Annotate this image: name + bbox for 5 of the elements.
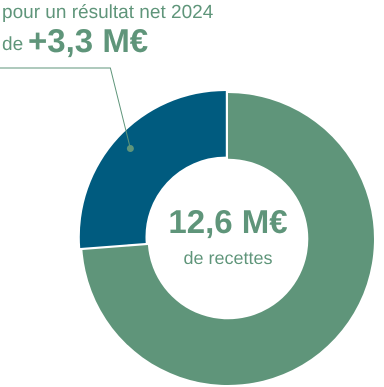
text: de recettes bbox=[182, 248, 274, 269]
text: pour un résultat net 2024 bbox=[2, 2, 214, 24]
text: 12,6 M€ bbox=[167, 203, 289, 241]
text: de bbox=[2, 34, 24, 56]
text: +3,3 M€ bbox=[28, 22, 148, 60]
